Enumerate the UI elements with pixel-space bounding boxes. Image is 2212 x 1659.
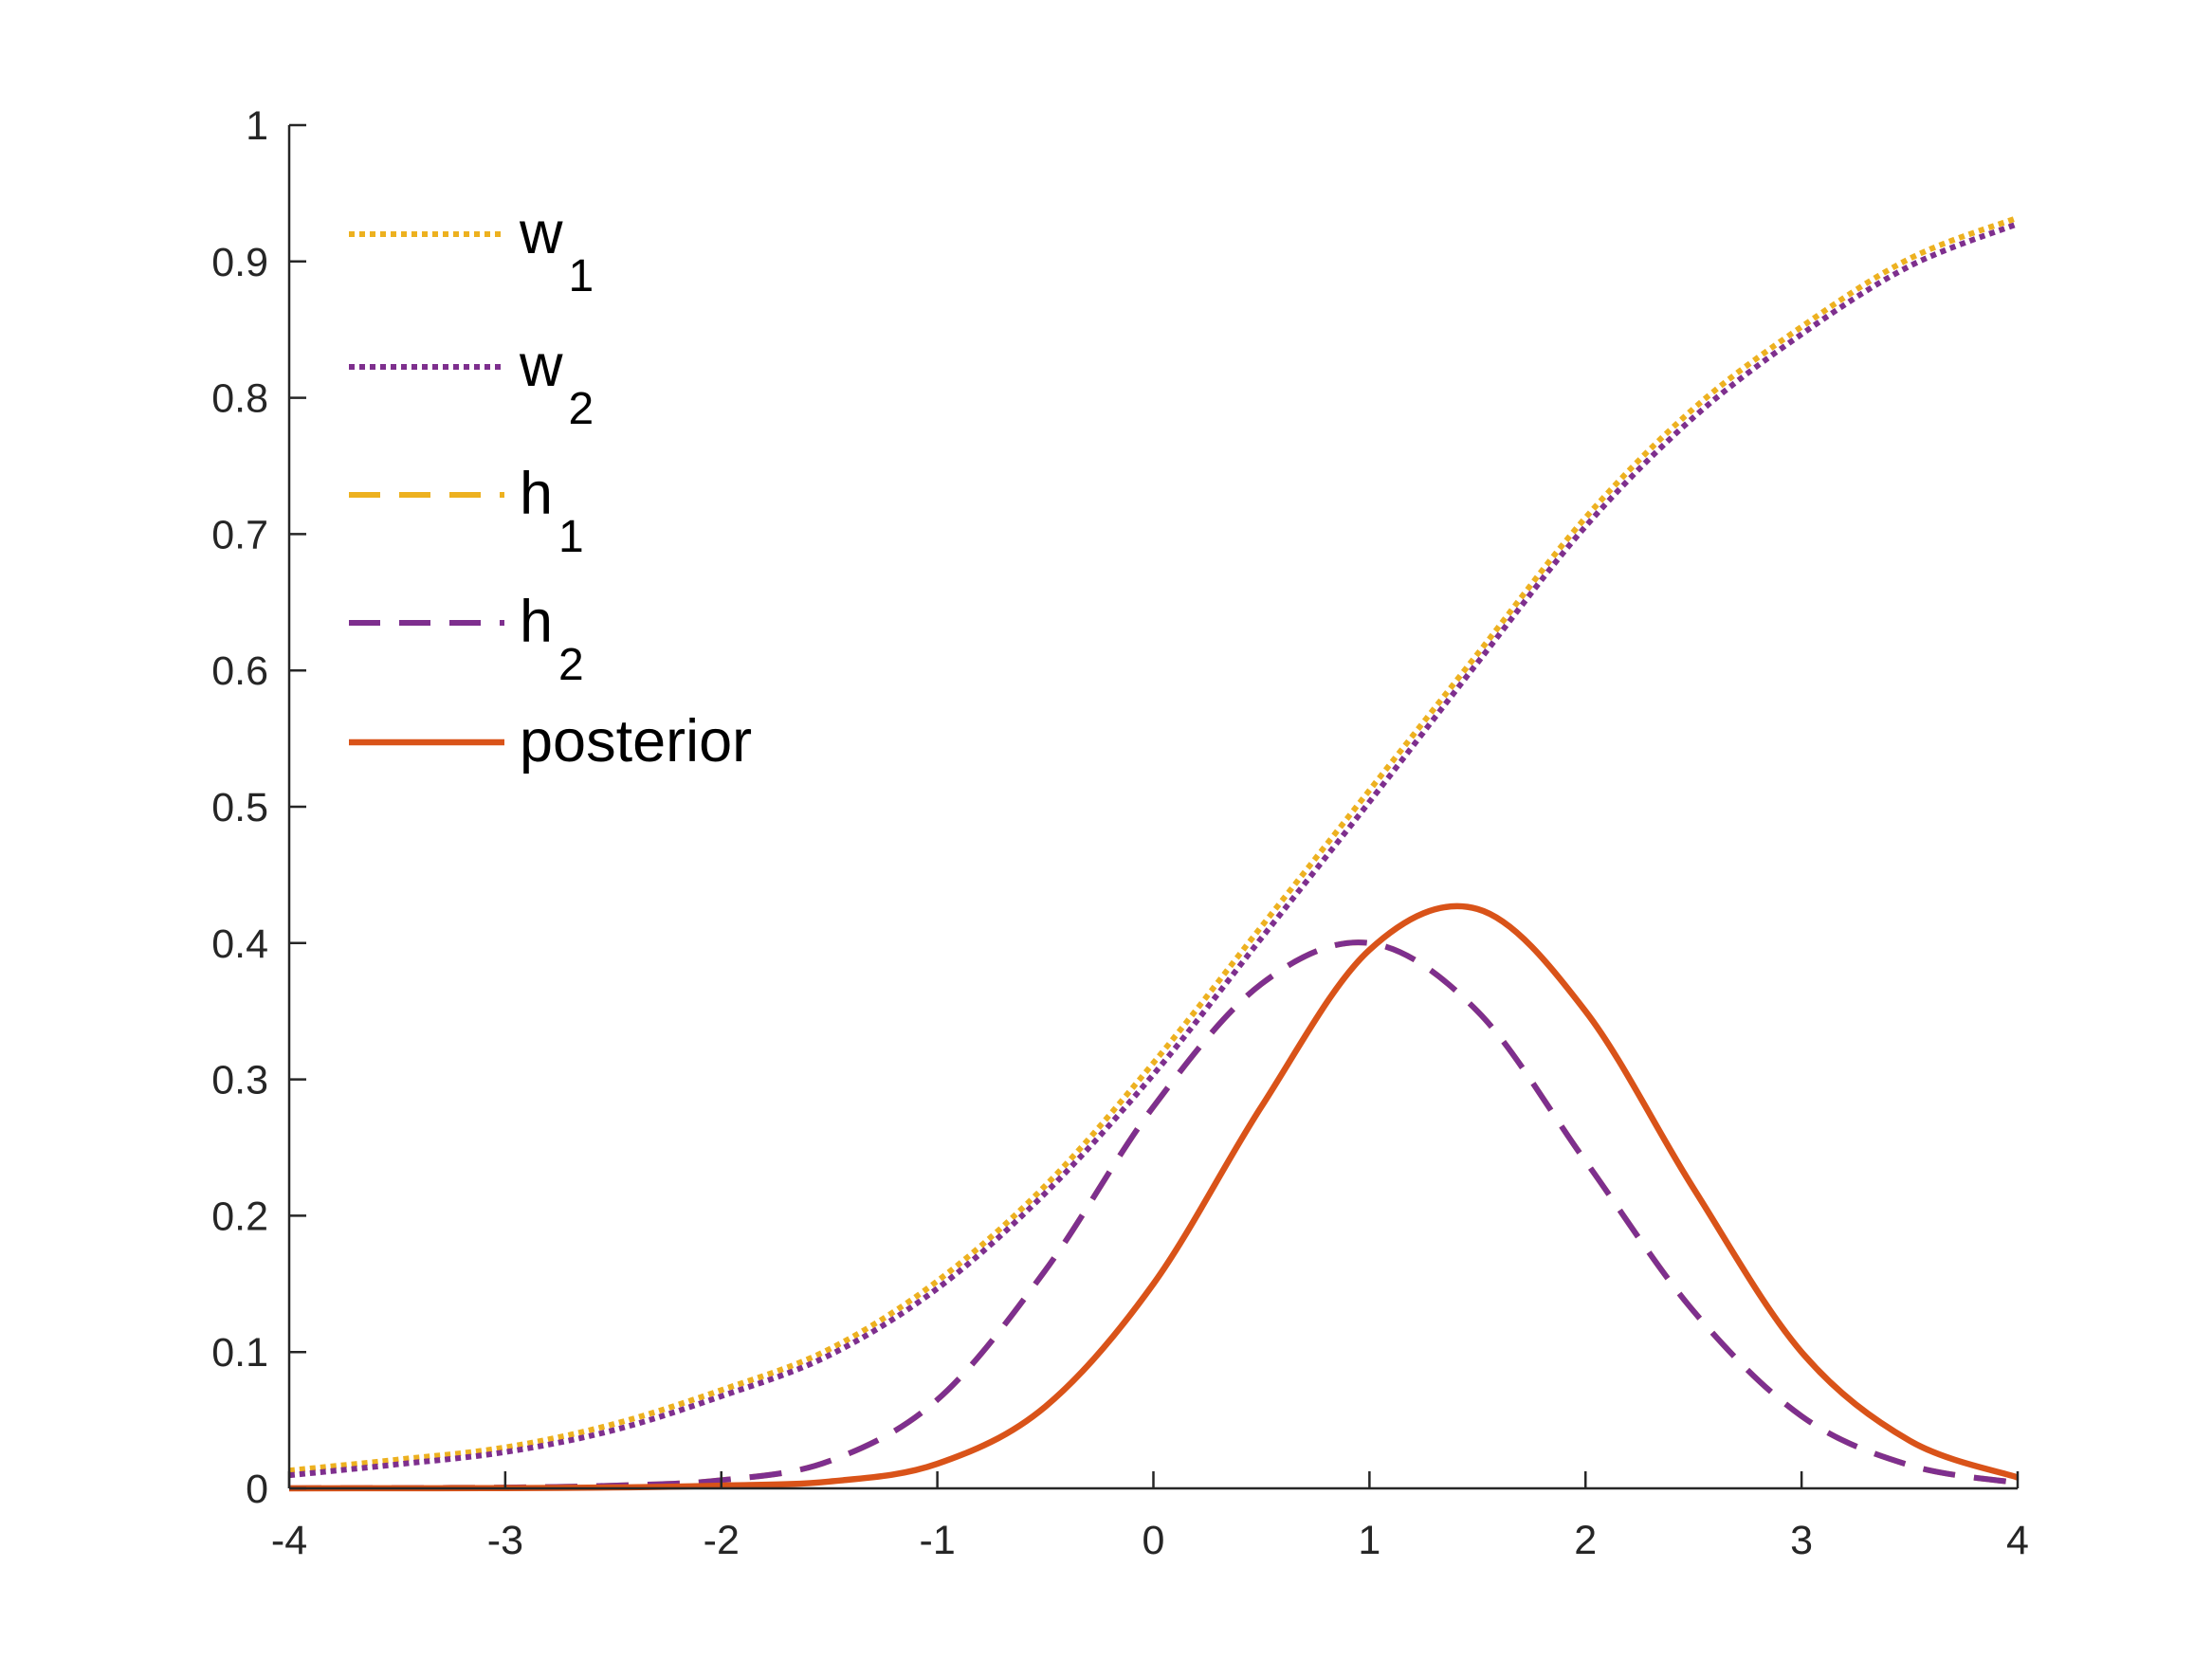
- series-line-w2: [288, 221, 2020, 1479]
- legend-label-subscript: 2: [558, 640, 584, 690]
- y-tick-label: 0.5: [211, 785, 268, 830]
- axes: -4 -3 -2 -1 0 1 2 3 4 0 0.1 0.2 0.3 0.4 0.5 0.6 0.7 0.8 0.…: [211, 103, 2029, 1563]
- y-tick-label: 0.3: [211, 1058, 268, 1103]
- y-tick-label: 0.7: [211, 512, 268, 557]
- x-tick-label: 2: [1574, 1518, 1597, 1563]
- y-tick-label: 0.1: [211, 1330, 268, 1376]
- legend-label-subscript: 2: [569, 384, 594, 434]
- legend-label-subscript: 1: [569, 251, 594, 301]
- series-line-w1: [288, 214, 2020, 1474]
- x-tick-label: -4: [271, 1518, 307, 1563]
- y-tick-label: 0: [246, 1467, 268, 1512]
- y-tick-label: 0.4: [211, 921, 268, 967]
- y-tick-label: 0.2: [211, 1194, 268, 1239]
- y-tick-label: 0.9: [211, 240, 268, 285]
- legend-label: posterior: [520, 708, 752, 775]
- x-tick-label: -1: [920, 1518, 956, 1563]
- y-tick-label: 1: [246, 103, 268, 149]
- x-tick-label: -3: [487, 1518, 523, 1563]
- x-tick-label: 3: [1790, 1518, 1813, 1563]
- y-tick-label: 0.8: [211, 376, 268, 422]
- legend-label-subscript: 1: [558, 512, 584, 562]
- x-tick-label: 1: [1358, 1518, 1380, 1563]
- x-tick-label: -2: [704, 1518, 740, 1563]
- x-tick-label: 4: [2006, 1518, 2029, 1563]
- y-tick-label: 0.6: [211, 648, 268, 694]
- x-tick-label: 0: [1143, 1518, 1165, 1563]
